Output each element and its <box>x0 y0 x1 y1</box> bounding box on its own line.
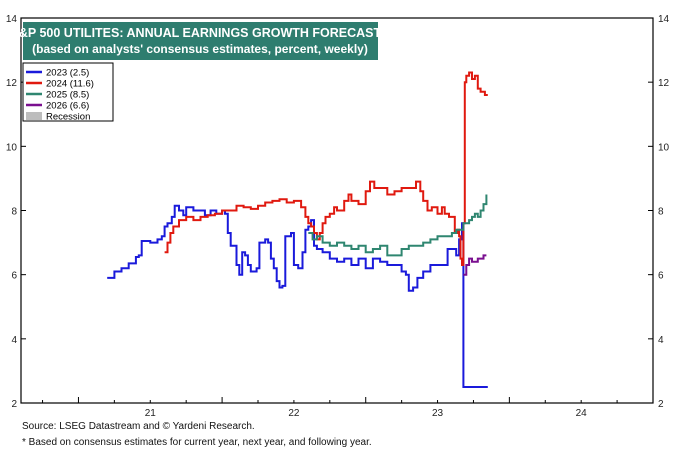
y-tick-label-right: 10 <box>658 142 670 153</box>
x-tick-label: 24 <box>576 408 588 419</box>
y-tick-label-right: 14 <box>658 14 670 25</box>
series-line-2023 <box>107 204 488 388</box>
legend-label-2024: 2024 (11.6) <box>46 79 94 90</box>
footnote: * Based on consensus estimates for curre… <box>22 437 372 448</box>
y-tick-label-left: 6 <box>11 271 17 282</box>
y-tick-label-left: 4 <box>11 335 17 346</box>
series-line-2025 <box>308 194 488 257</box>
source-note: Source: LSEG Datastream and © Yardeni Re… <box>22 421 255 432</box>
y-tick-label-left: 10 <box>6 142 18 153</box>
legend-label-2025: 2025 (8.5) <box>46 90 89 101</box>
x-tick-label: 22 <box>288 408 300 419</box>
title-box <box>23 22 378 60</box>
chart-subtitle: (based on analysts' consensus estimates,… <box>32 42 368 56</box>
chart-title: S&P 500 UTILITES: ANNUAL EARNINGS GROWTH… <box>11 26 390 40</box>
y-tick-label-left: 12 <box>6 78 18 89</box>
y-tick-label-right: 2 <box>658 399 664 410</box>
y-tick-label-right: 8 <box>658 207 664 218</box>
legend: 2023 (2.5)2024 (11.6)2025 (8.5)2026 (6.6… <box>22 62 114 123</box>
legend-label-recession: Recession <box>46 112 90 123</box>
legend-label-2023: 2023 (2.5) <box>46 68 89 79</box>
legend-label-2026: 2026 (6.6) <box>46 101 89 112</box>
series-line-2024 <box>164 71 488 266</box>
series-line-2026 <box>463 254 487 276</box>
y-tick-label-right: 6 <box>658 271 664 282</box>
y-tick-label-left: 8 <box>11 207 17 218</box>
x-tick-label: 23 <box>432 408 444 419</box>
y-tick-label-left: 2 <box>11 399 17 410</box>
series-layer <box>107 71 488 388</box>
y-tick-label-right: 12 <box>658 78 670 89</box>
y-tick-label-left: 14 <box>6 14 18 25</box>
legend-swatch-recession <box>26 112 42 120</box>
y-tick-label-right: 4 <box>658 335 664 346</box>
x-tick-label: 21 <box>145 408 157 419</box>
